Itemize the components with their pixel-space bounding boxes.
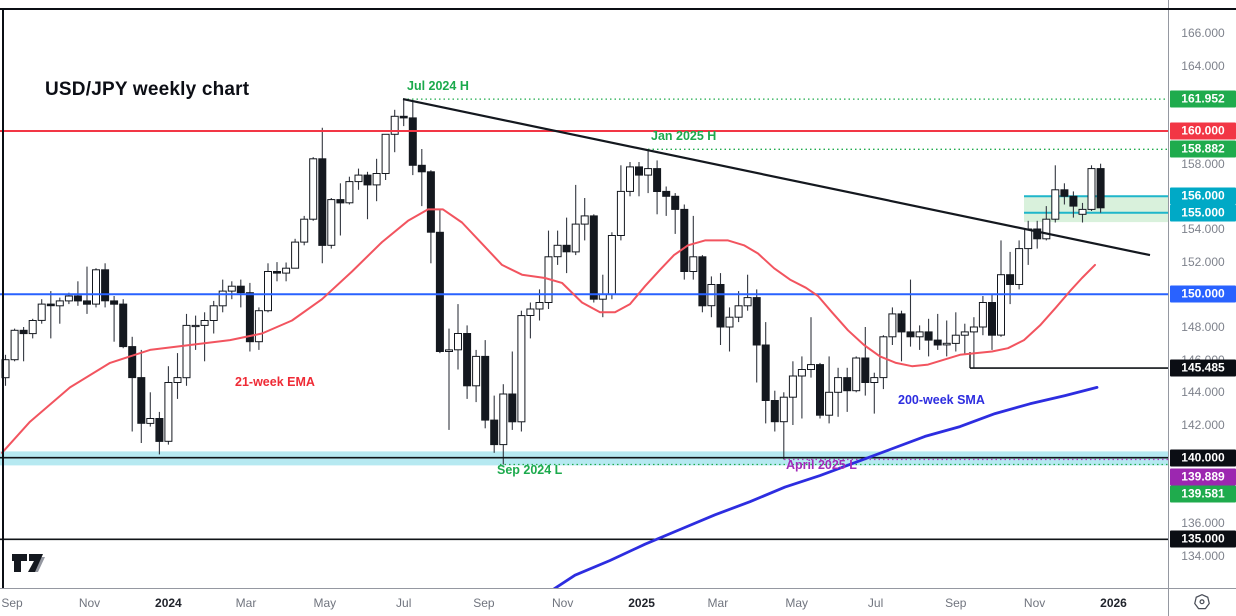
time-axis-label: Mar bbox=[707, 596, 729, 610]
time-axis-label: Mar bbox=[235, 596, 257, 610]
price-level-badge: 139.889 bbox=[1170, 468, 1236, 486]
annotation-jul-2024-high: Jul 2024 H bbox=[407, 79, 469, 93]
price-level-badge: 150.000 bbox=[1170, 285, 1236, 303]
time-axis-label: Nov bbox=[552, 596, 574, 610]
time-axis-label: 2025 bbox=[628, 596, 655, 610]
annotation-april-2025-low: April 2025 L bbox=[786, 458, 857, 472]
price-axis-label: 134.000 bbox=[1181, 548, 1225, 563]
time-axis-label: 2024 bbox=[155, 596, 182, 610]
price-axis-label: 136.000 bbox=[1181, 516, 1225, 530]
price-level-badge: 139.581 bbox=[1170, 485, 1236, 503]
price-level-badge: 140.000 bbox=[1170, 449, 1236, 467]
sma-200-line[interactable] bbox=[518, 386, 1099, 588]
time-axis-label: Nov bbox=[78, 596, 101, 610]
price-level-badge: 145.485 bbox=[1170, 359, 1236, 377]
ema-21-line[interactable] bbox=[1, 208, 1096, 454]
annotation-sep-2024-low: Sep 2024 L bbox=[497, 463, 563, 477]
time-axis-label: May bbox=[313, 596, 337, 610]
price-level-badge: 156.000 bbox=[1170, 187, 1236, 205]
price-axis-label: 148.000 bbox=[1181, 320, 1225, 334]
price-axis-label: 144.000 bbox=[1181, 385, 1225, 400]
price-axis-label: 166.000 bbox=[1181, 26, 1225, 40]
annotation-sma-label: 200-week SMA bbox=[898, 393, 985, 407]
time-axis-label: Sep bbox=[945, 596, 967, 610]
annotation-jan-2025-high: Jan 2025 H bbox=[651, 129, 717, 143]
time-axis[interactable]: Sep Nov 2024 Mar May Jul Sep Nov 2025 Mar May Jul Se… bbox=[0, 588, 1236, 616]
chart-title: USD/JPY weekly chart bbox=[45, 79, 250, 100]
time-axis-label: 2026 bbox=[1100, 596, 1127, 610]
time-axis-label: Sep bbox=[1, 596, 23, 610]
price-axis[interactable]: 166.000 164.000 158.000 154.000 152.000 148.0… bbox=[1168, 0, 1236, 588]
tradingview-logo-icon[interactable] bbox=[10, 552, 46, 574]
price-level-badge: 155.000 bbox=[1170, 204, 1236, 222]
axis-corner-divider bbox=[1168, 588, 1169, 616]
price-axis-label: 152.000 bbox=[1181, 254, 1225, 269]
price-axis-label: 164.000 bbox=[1181, 58, 1225, 73]
descending-trendline[interactable] bbox=[402, 98, 1151, 257]
time-axis-label: Jul bbox=[867, 596, 884, 610]
candlestick-series bbox=[1, 99, 1105, 465]
annotation-ema-label: 21-week EMA bbox=[235, 375, 315, 389]
chart-plot-area[interactable] bbox=[0, 0, 1168, 588]
price-level-badge: 135.000 bbox=[1170, 530, 1236, 548]
chart-top-border bbox=[0, 8, 1236, 10]
time-axis-label: Jul bbox=[396, 596, 412, 610]
time-axis-label: Nov bbox=[1023, 596, 1046, 610]
time-axis-label: Sep bbox=[473, 596, 495, 610]
time-axis-label: May bbox=[785, 596, 809, 610]
level-145.485[interactable] bbox=[969, 352, 1168, 369]
price-level-badge: 161.952 bbox=[1170, 90, 1236, 108]
price-axis-label: 158.000 bbox=[1181, 156, 1225, 171]
chart-left-border bbox=[2, 8, 4, 588]
settings-gear-icon[interactable] bbox=[1192, 592, 1212, 612]
price-axis-label: 154.000 bbox=[1181, 222, 1225, 236]
price-axis-label: 142.000 bbox=[1181, 418, 1225, 432]
price-level-badge: 160.000 bbox=[1170, 122, 1236, 140]
price-level-badge: 158.882 bbox=[1170, 140, 1236, 158]
resistance-zone-155-156[interactable] bbox=[1024, 195, 1168, 223]
